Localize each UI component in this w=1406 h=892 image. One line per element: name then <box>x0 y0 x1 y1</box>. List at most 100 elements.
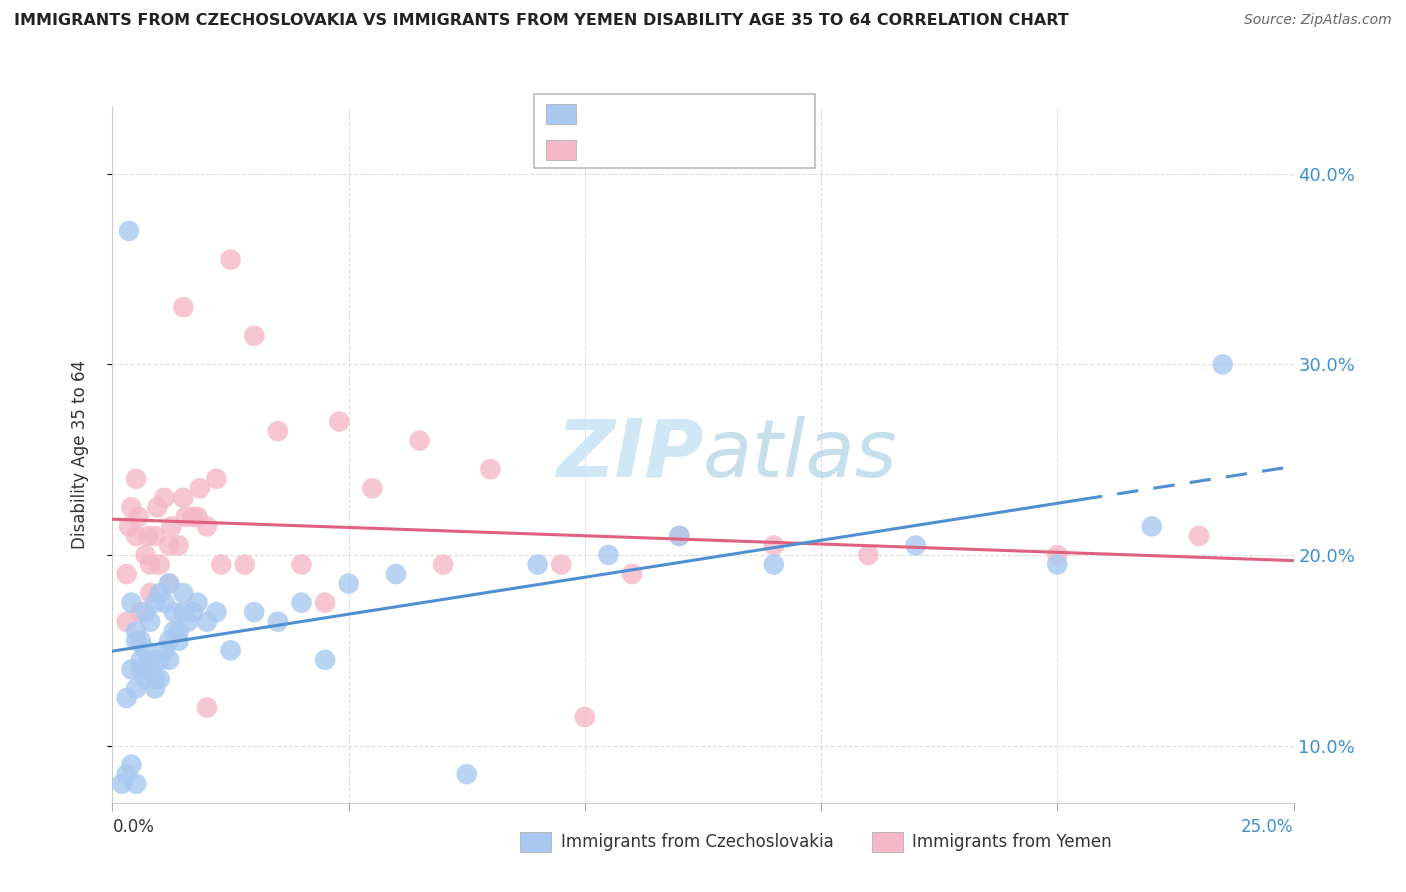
Point <box>143 681 166 696</box>
Point <box>290 596 312 610</box>
Point <box>167 633 190 648</box>
Point <box>385 567 408 582</box>
Point <box>361 481 384 495</box>
Point <box>160 519 183 533</box>
Point <box>574 710 596 724</box>
Point <box>118 224 141 238</box>
Point <box>205 472 228 486</box>
Point <box>188 481 211 495</box>
Point <box>139 662 162 676</box>
Point <box>167 624 190 639</box>
Point <box>233 558 256 572</box>
Point <box>762 558 785 572</box>
Point <box>195 700 218 714</box>
Point <box>125 681 148 696</box>
Point <box>136 529 159 543</box>
Point <box>456 767 478 781</box>
Point <box>479 462 502 476</box>
Point <box>149 672 172 686</box>
Point <box>219 643 242 657</box>
Point <box>149 558 172 572</box>
Point <box>205 605 228 619</box>
Point <box>157 576 180 591</box>
Text: N =: N = <box>672 105 720 123</box>
Point <box>146 500 169 515</box>
Point <box>129 633 152 648</box>
Point <box>668 529 690 543</box>
Point <box>157 653 180 667</box>
Point <box>1046 558 1069 572</box>
Point <box>149 653 172 667</box>
Point <box>195 615 218 629</box>
Point <box>243 605 266 619</box>
Point <box>153 491 176 505</box>
Point <box>120 596 142 610</box>
Point <box>314 653 336 667</box>
Point <box>143 672 166 686</box>
Text: ZIP: ZIP <box>555 416 703 494</box>
Point <box>209 558 232 572</box>
Text: 0.0%: 0.0% <box>112 818 155 836</box>
Point <box>163 605 186 619</box>
Point <box>762 539 785 553</box>
Point <box>290 558 312 572</box>
Point <box>135 605 157 619</box>
Point <box>129 605 152 619</box>
Point <box>157 539 180 553</box>
Point <box>172 491 194 505</box>
Text: Source: ZipAtlas.com: Source: ZipAtlas.com <box>1244 13 1392 28</box>
Text: Immigrants from Yemen: Immigrants from Yemen <box>912 833 1112 851</box>
Text: IMMIGRANTS FROM CZECHOSLOVAKIA VS IMMIGRANTS FROM YEMEN DISABILITY AGE 35 TO 64 : IMMIGRANTS FROM CZECHOSLOVAKIA VS IMMIGR… <box>14 13 1069 29</box>
Text: R =: R = <box>585 105 621 123</box>
Point <box>172 605 194 619</box>
Text: 0.220: 0.220 <box>612 105 664 123</box>
Point <box>186 596 208 610</box>
Point <box>139 653 162 667</box>
Point <box>125 472 148 486</box>
Point <box>181 605 204 619</box>
Point <box>135 672 157 686</box>
Point <box>163 624 186 639</box>
Point <box>328 415 350 429</box>
Point <box>143 596 166 610</box>
Y-axis label: Disability Age 35 to 64: Disability Age 35 to 64 <box>70 360 89 549</box>
Point <box>143 529 166 543</box>
Point <box>167 539 190 553</box>
Point <box>186 509 208 524</box>
Point <box>177 615 200 629</box>
Point <box>125 633 148 648</box>
Point <box>550 558 572 572</box>
Point <box>125 624 148 639</box>
Point <box>337 576 360 591</box>
Point <box>115 767 138 781</box>
Point <box>174 509 197 524</box>
Point <box>1212 357 1234 371</box>
Point <box>127 509 149 524</box>
Point <box>115 615 138 629</box>
Point <box>153 643 176 657</box>
Point <box>125 777 148 791</box>
Text: 49: 49 <box>714 141 738 159</box>
Point <box>858 548 880 562</box>
Point <box>267 424 290 438</box>
Point <box>115 690 138 705</box>
Point <box>621 567 644 582</box>
Point <box>195 519 218 533</box>
Point <box>149 586 172 600</box>
Point <box>526 558 548 572</box>
Text: 25.0%: 25.0% <box>1241 818 1294 836</box>
Point <box>598 548 620 562</box>
Point <box>181 509 204 524</box>
Point <box>904 539 927 553</box>
Point <box>267 615 290 629</box>
Point <box>118 519 141 533</box>
Point <box>153 596 176 610</box>
Point <box>432 558 454 572</box>
Point <box>120 500 142 515</box>
Point <box>1140 519 1163 533</box>
Point <box>157 576 180 591</box>
Point <box>129 653 152 667</box>
Point <box>219 252 242 267</box>
Point <box>129 662 152 676</box>
Point <box>139 615 162 629</box>
